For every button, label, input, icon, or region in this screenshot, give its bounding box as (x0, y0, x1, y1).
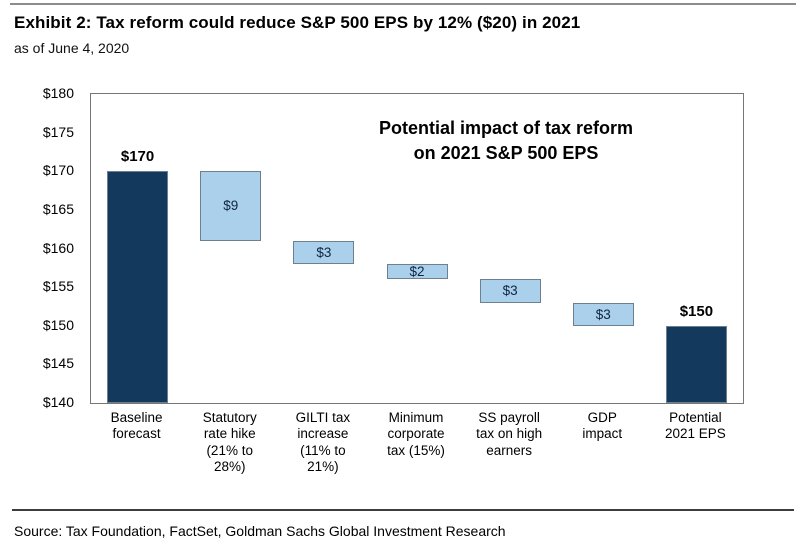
bar-value-label: $3 (595, 306, 611, 322)
x-category-label: Minimum corporate tax (15%) (387, 410, 445, 458)
waterfall-bar-3 (293, 240, 355, 264)
bar-value-label: $3 (502, 283, 518, 299)
y-axis: $180 $175 $170 $165 $160 $155 $150 $145 $140 (0, 85, 80, 410)
x-category-label: SS payroll tax on high earners (476, 410, 543, 458)
bar-value-label: $3 (316, 244, 332, 260)
waterfall-bar-2 (200, 171, 262, 241)
chart-title: Potential impact of tax reform on 2021 S… (378, 118, 634, 163)
bar-value-label: $9 (223, 198, 239, 214)
x-category-label: GDP impact (582, 410, 623, 442)
x-axis: Baseline forecast Statutory rate hike (21… (90, 410, 742, 476)
waterfall-bar-1 (107, 171, 169, 403)
bar-value-label: $2 (409, 263, 425, 279)
plot-area: Potential impact of tax reform on 2021 S… (90, 93, 744, 404)
x-category-label: Baseline forecast (110, 410, 163, 442)
y-tick-label: $170 (42, 162, 74, 179)
y-tick-label: $175 (42, 123, 74, 140)
waterfall-bar-5 (479, 279, 541, 303)
y-tick-label: $180 (42, 85, 74, 101)
y-tick-label: $140 (42, 394, 74, 410)
y-tick-label: $150 (42, 316, 74, 333)
waterfall-bar-4 (386, 263, 448, 280)
as-of-date: as of June 4, 2020 (14, 40, 130, 56)
x-category-label: Statutory rate hike (21% to 28%) (202, 410, 257, 475)
bar-value-label: $150 (679, 302, 714, 320)
y-tick-label: $155 (42, 278, 74, 295)
top-divider (10, 3, 796, 5)
source-note: Source: Tax Foundation, FactSet, Goldman… (14, 523, 506, 539)
y-tick-label: $165 (42, 200, 74, 217)
exhibit-title: Exhibit 2: Tax reform could reduce S&P 5… (14, 13, 581, 32)
bottom-divider (12, 509, 794, 511)
x-category-label: Potential 2021 EPS (665, 410, 726, 442)
y-tick-label: $145 (42, 355, 74, 372)
waterfall-bar-6 (572, 302, 634, 326)
x-category-label: GILTI tax increase (11% to 21%) (295, 410, 351, 475)
waterfall-bar-7 (665, 325, 727, 403)
y-tick-label: $160 (42, 239, 74, 256)
bar-value-label: $170 (120, 148, 155, 166)
